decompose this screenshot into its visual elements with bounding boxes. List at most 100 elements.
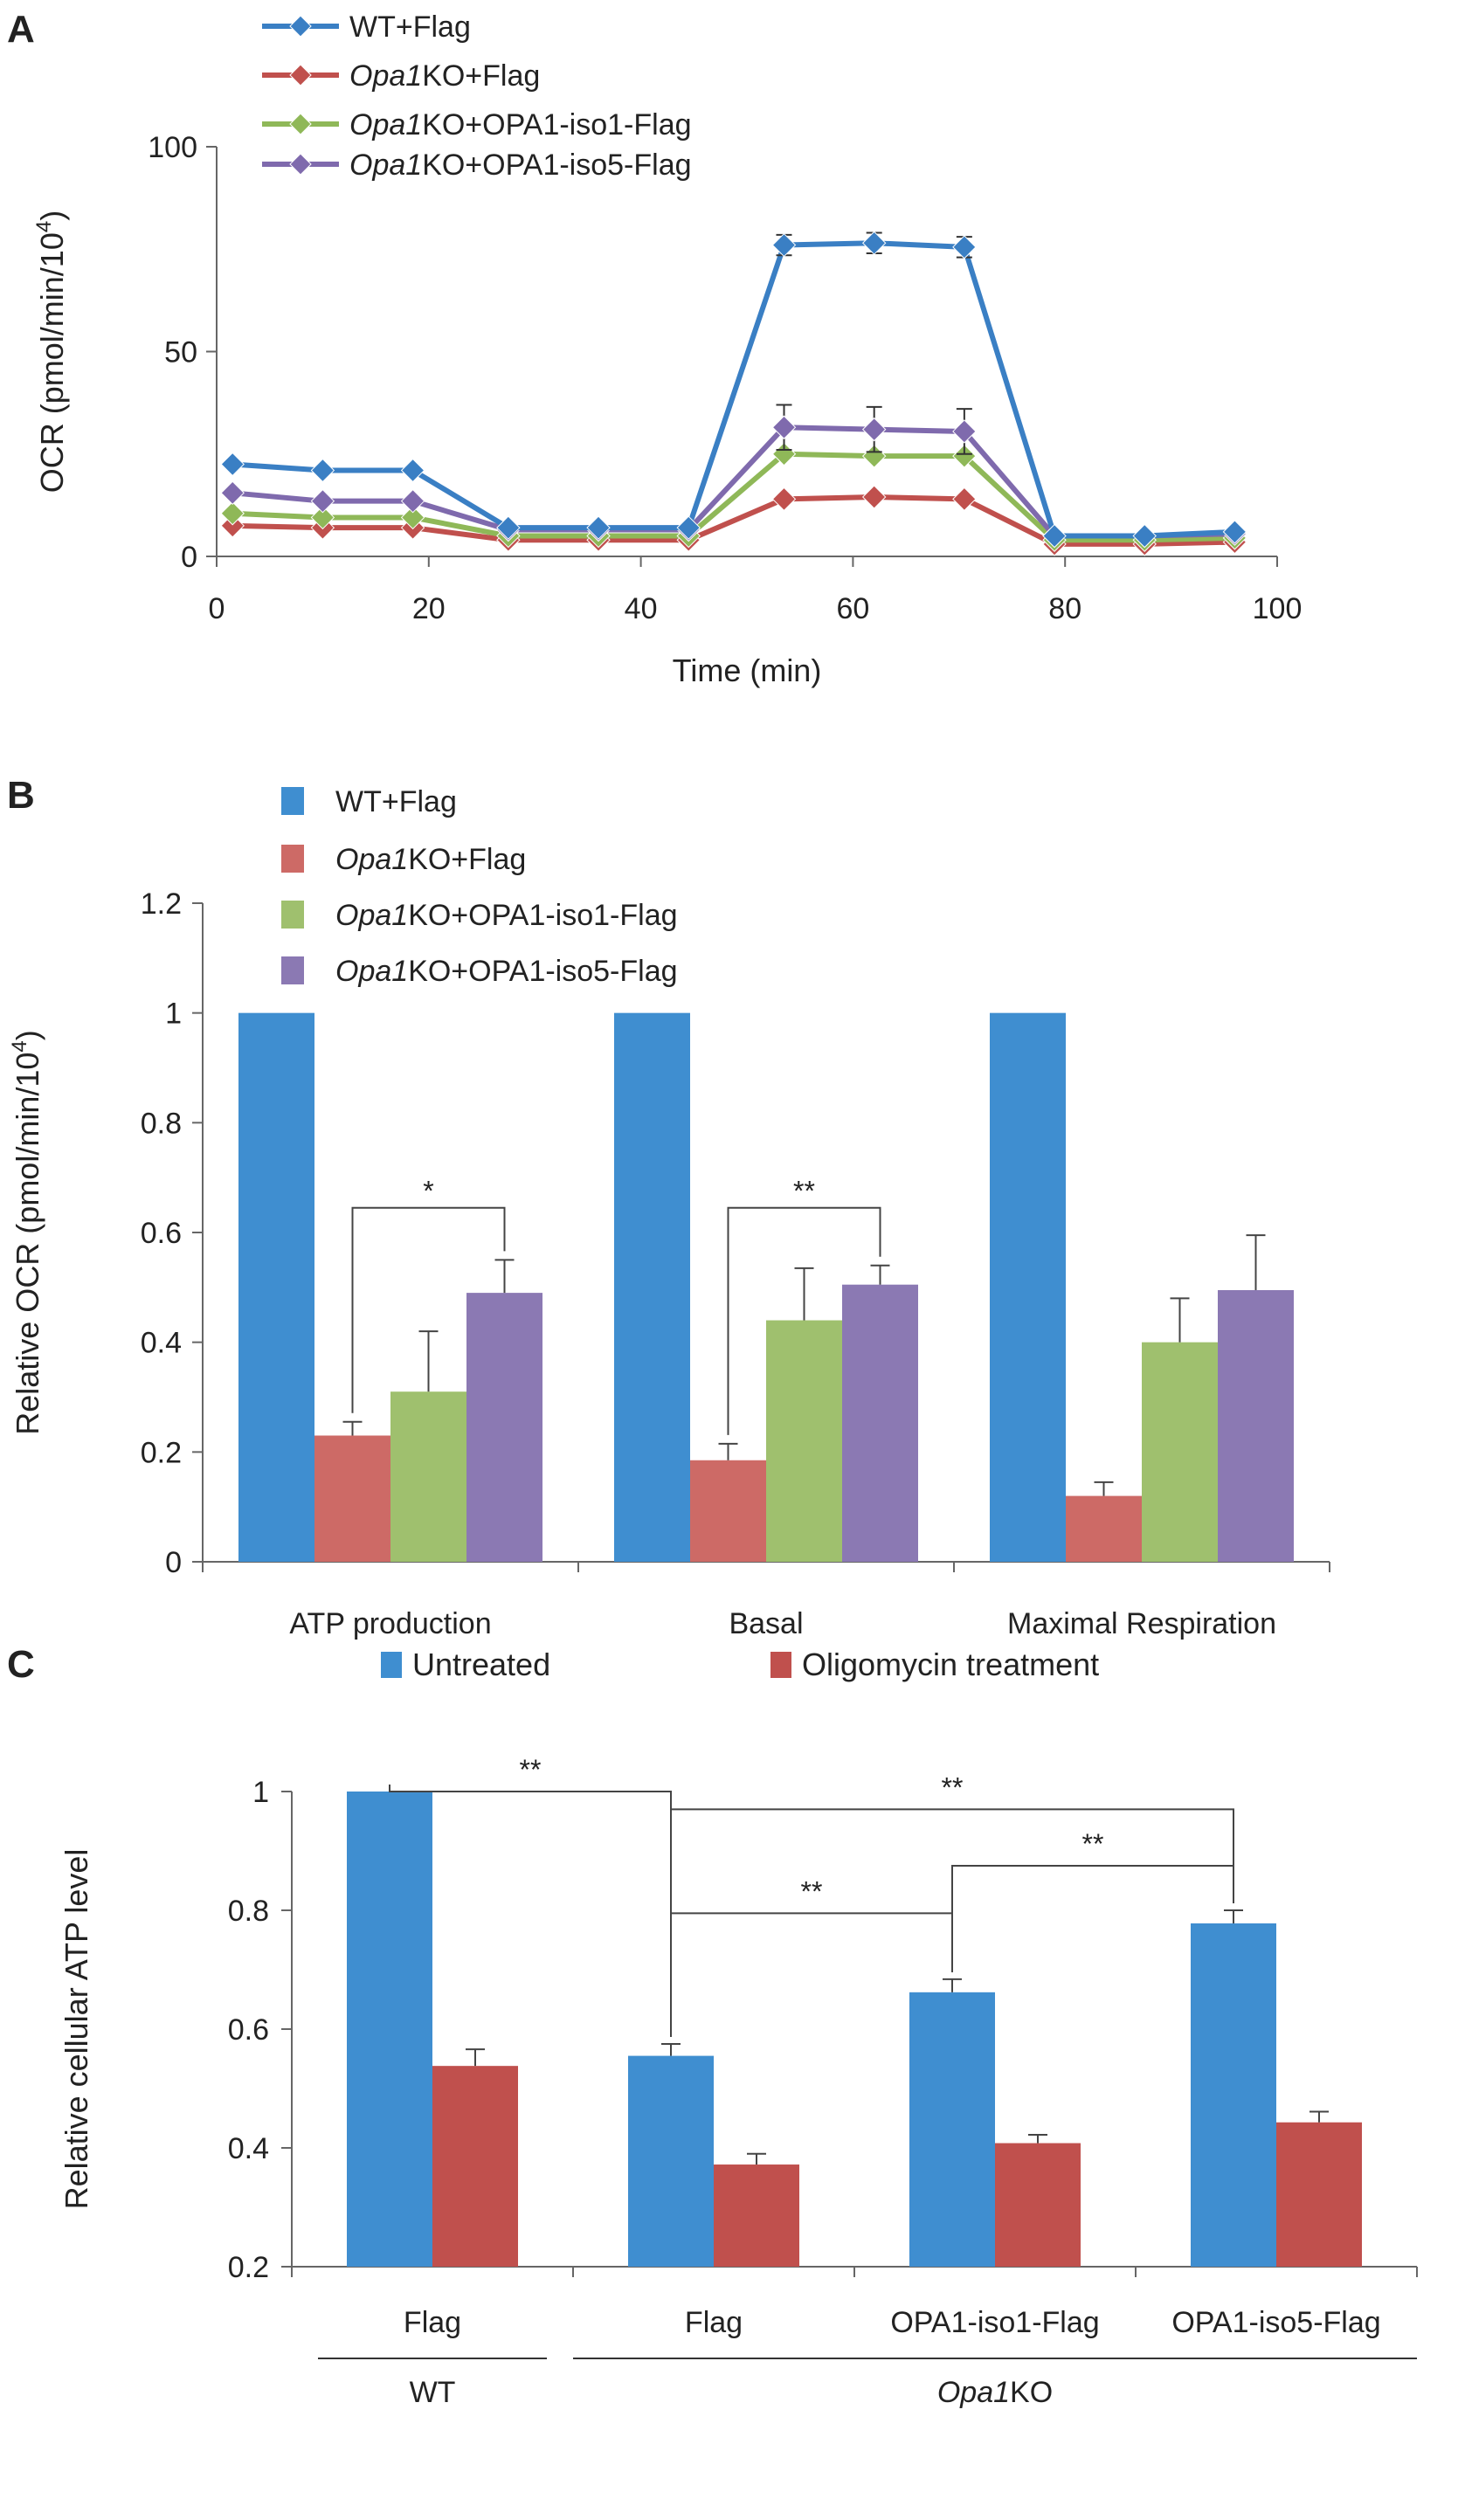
c-significance-mark: ** [801, 1875, 823, 1907]
c-bar-0-1 [432, 2066, 518, 2267]
a-point-0 [771, 232, 797, 258]
c-bar-2-0 [909, 1992, 995, 2267]
c-category-label: OPA1-iso5-Flag [1171, 2306, 1380, 2339]
c-group-label-rest: WT [410, 2376, 456, 2409]
a-point-1 [861, 485, 887, 509]
a-legend-italic: Opa1 [349, 148, 422, 182]
a-point-0 [1042, 523, 1067, 549]
a-x-tick-label: 80 [1048, 592, 1081, 625]
b-bar-2-1 [1066, 1495, 1142, 1562]
a-legend-marker-2 [289, 113, 312, 135]
b-y-tick-label: 0.4 [141, 1327, 182, 1360]
b-legend-italic: Opa1 [335, 843, 408, 876]
b-legend-swatch-3 [281, 956, 304, 984]
a-legend-rest: WT+Flag [349, 10, 471, 44]
chart-a-ocr-time-course: 0 50 100 0 20 40 60 80 100 Time (min) OCR (pmol/mi… [32, 10, 1302, 688]
c-bar-0-0 [347, 1792, 432, 2267]
b-bar-1-2 [766, 1320, 842, 1562]
b-significance-bracket [727, 1206, 881, 1435]
a-x-tick-label: 0 [209, 592, 225, 625]
a-point-3 [310, 488, 335, 514]
b-y-tick-label: 1 [165, 998, 182, 1031]
b-legend-swatch-2 [281, 901, 304, 929]
a-point-0 [861, 231, 887, 255]
c-y-tick-label: 0.4 [228, 2132, 269, 2165]
a-point-3 [952, 419, 977, 444]
a-legend-rest: KO+Flag [422, 59, 540, 93]
b-y-axis-title-main: Relative OCR (pmol/min/10 [10, 1053, 45, 1435]
c-category-label: Flag [404, 2306, 461, 2339]
a-point-0 [220, 452, 245, 477]
panel-label-a: A [7, 8, 35, 51]
c-y-tick-label: 0.6 [228, 2013, 269, 2047]
b-legend-swatch-0 [281, 787, 304, 815]
b-legend-rest: KO+Flag [408, 843, 526, 876]
b-y-axis-title-close: ) [10, 1030, 45, 1040]
b-category-label: ATP production [289, 1607, 491, 1640]
b-legend-swatch-1 [281, 845, 304, 873]
c-legend-label-1: Oligomycin treatment [802, 1647, 1099, 1682]
a-x-tick-label: 40 [625, 592, 658, 625]
b-legend-rest: KO+OPA1-iso5-Flag [408, 955, 677, 988]
b-significance-mark: ** [793, 1176, 815, 1207]
a-series-line-2 [232, 451, 1235, 543]
a-point-3 [771, 415, 797, 439]
c-category-label: Flag [685, 2306, 743, 2339]
a-y-axis-title-sup: 4 [32, 221, 56, 232]
a-y-tick-label: 100 [148, 131, 197, 164]
a-y-axis-title: OCR (pmol/min/104) [32, 211, 70, 493]
c-significance-bracket [670, 1912, 953, 2037]
b-bar-0-1 [314, 1435, 390, 1562]
a-point-2 [220, 501, 245, 526]
a-point-3 [220, 480, 245, 506]
b-legend-label-2: Opa1KO+OPA1-iso1-Flag [335, 899, 678, 932]
a-point-1 [771, 487, 797, 512]
a-x-tick-label: 60 [836, 592, 869, 625]
b-significance-bracket [351, 1206, 506, 1413]
a-y-axis-title-main: OCR (pmol/min/10 [34, 232, 70, 493]
b-bar-2-3 [1218, 1289, 1294, 1562]
b-bar-2-0 [990, 1012, 1066, 1562]
a-series-line-0 [232, 240, 1235, 539]
b-bar-2-2 [1142, 1342, 1218, 1562]
a-legend-marker-1 [289, 64, 312, 86]
b-y-tick-label: 0.8 [141, 1107, 182, 1140]
a-x-tick-label: 20 [412, 592, 446, 625]
b-y-axis-title-sup: 4 [8, 1040, 31, 1052]
c-group-label: WT [410, 2376, 456, 2409]
b-legend-rest: KO+OPA1-iso1-Flag [408, 899, 677, 932]
b-bar-1-0 [614, 1012, 690, 1562]
a-legend-label-3: Opa1KO+OPA1-iso5-Flag [349, 148, 692, 182]
a-point-0 [400, 458, 425, 483]
a-point-0 [1132, 523, 1157, 549]
chart-b-relative-ocr: 0 0.2 0.4 0.6 0.8 1 1.2 ATP production Basal Maxi… [8, 785, 1330, 1640]
b-category-label: Basal [729, 1607, 803, 1640]
a-legend-label-2: Opa1KO+OPA1-iso1-Flag [349, 108, 692, 142]
a-legend-label-0: WT+Flag [349, 10, 471, 44]
a-point-1 [220, 514, 245, 538]
a-x-axis-title: Time (min) [673, 652, 822, 688]
a-legend-marker-0 [289, 15, 312, 38]
c-group-label-italic: Opa1 [937, 2376, 1010, 2409]
c-group-label-rest: KO [1010, 2376, 1053, 2409]
a-series-line-1 [232, 494, 1235, 547]
b-bar-1-1 [690, 1460, 766, 1562]
b-bar-0-2 [390, 1391, 466, 1562]
b-bar-1-3 [842, 1284, 918, 1562]
a-point-0 [310, 458, 335, 483]
a-legend-italic: Opa1 [349, 108, 422, 142]
a-point-0 [496, 515, 521, 540]
b-legend-label-3: Opa1KO+OPA1-iso5-Flag [335, 955, 678, 988]
b-y-tick-label: 1.2 [141, 887, 182, 921]
a-x-tick-label: 100 [1253, 592, 1303, 625]
a-legend-italic: Opa1 [349, 59, 422, 93]
b-bar-0-3 [466, 1293, 542, 1562]
c-bar-3-0 [1191, 1923, 1276, 2267]
a-point-2 [952, 444, 977, 468]
a-legend-label-1: Opa1KO+Flag [349, 59, 540, 93]
b-category-label: Maximal Respiration [1007, 1607, 1276, 1640]
panel-label-c: C [7, 1643, 35, 1686]
a-point-0 [586, 515, 611, 540]
c-legend-label-0: Untreated [412, 1647, 550, 1682]
chart-c-relative-atp: 0.2 0.4 0.6 0.8 1 Flag Flag OPA1-iso1-Flag OPA1-… [59, 1647, 1418, 2409]
